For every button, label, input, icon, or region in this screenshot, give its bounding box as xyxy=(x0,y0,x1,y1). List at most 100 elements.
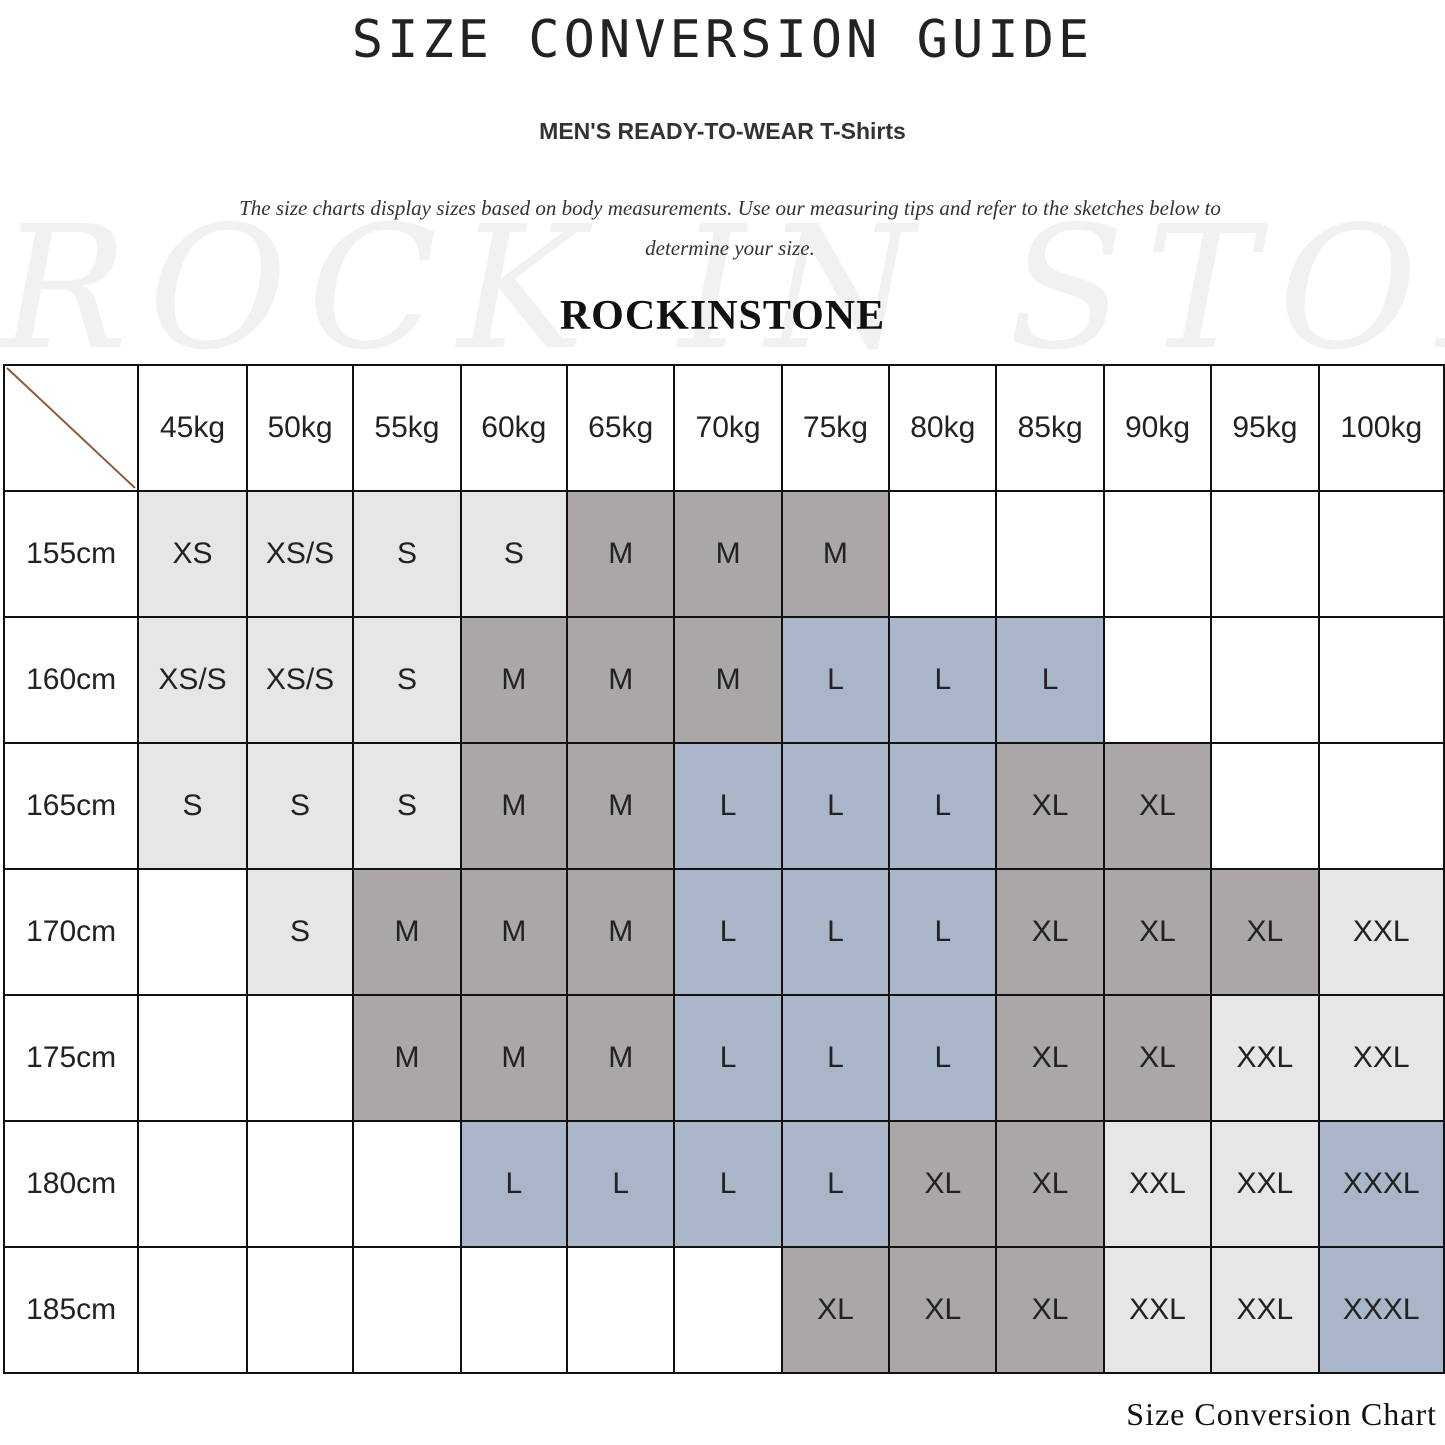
size-cell: L xyxy=(780,1120,891,1248)
size-cell: L xyxy=(995,616,1105,744)
size-cell: L xyxy=(673,1120,783,1248)
size-cell: XL xyxy=(995,868,1105,996)
table-row: 165cm S S S M M L L L XL XL xyxy=(2,742,1445,870)
size-cell xyxy=(1317,490,1445,618)
height-label: 170cm xyxy=(2,868,140,996)
size-cell: XS xyxy=(137,490,248,618)
table-row: 155cm XS XS/S S S M M M xyxy=(2,490,1445,618)
size-cell xyxy=(137,1246,248,1374)
size-cell: M xyxy=(673,616,783,744)
weight-header: 90kg xyxy=(1102,364,1213,492)
size-cell xyxy=(888,490,998,618)
size-cell: L xyxy=(888,994,998,1122)
size-cell: M xyxy=(566,742,676,870)
weight-header: 60kg xyxy=(459,364,569,492)
size-cell: S xyxy=(245,868,355,996)
size-cell: M xyxy=(459,742,569,870)
corner-cell xyxy=(2,364,140,492)
table-row: 160cm XS/S XS/S S M M M L L L xyxy=(2,616,1445,744)
weight-header: 50kg xyxy=(245,364,355,492)
brand-name: ROCKINSTONE xyxy=(559,293,886,339)
size-cell: XXXL xyxy=(1317,1246,1445,1374)
size-cell xyxy=(1102,490,1213,618)
size-cell: XXL xyxy=(1102,1120,1213,1248)
size-cell: XL xyxy=(995,742,1105,870)
size-cell: S xyxy=(459,490,569,618)
weight-header: 55kg xyxy=(352,364,462,492)
table-row: 185cm XL XL XL XXL XXL XXXL xyxy=(2,1246,1445,1374)
size-cell: L xyxy=(888,742,998,870)
size-cell xyxy=(1102,616,1213,744)
size-cell: XXL xyxy=(1102,1246,1213,1374)
size-cell xyxy=(1210,742,1320,870)
size-cell xyxy=(1210,616,1320,744)
height-label: 155cm xyxy=(2,490,140,618)
size-cell: S xyxy=(245,742,355,870)
size-cell: XL xyxy=(888,1120,998,1248)
weight-header: 100kg xyxy=(1317,364,1445,492)
footer-caption: Size Conversion Chart xyxy=(1126,1396,1437,1432)
size-cell: L xyxy=(459,1120,569,1248)
size-cell: XL xyxy=(1210,868,1320,996)
size-cell: M xyxy=(673,490,783,618)
diagonal-line xyxy=(6,367,136,489)
size-cell: M xyxy=(566,994,676,1122)
size-cell: XL xyxy=(780,1246,891,1374)
weight-header: 75kg xyxy=(780,364,891,492)
size-cell: XXL xyxy=(1317,994,1445,1122)
size-cell: L xyxy=(780,742,891,870)
weight-header: 85kg xyxy=(995,364,1105,492)
weight-header: 45kg xyxy=(137,364,248,492)
table-row: 175cm M M M L L L XL XL XXL XXL xyxy=(2,994,1445,1122)
size-cell: XL xyxy=(1102,742,1213,870)
size-cell: M xyxy=(459,616,569,744)
size-cell: L xyxy=(673,868,783,996)
size-cell xyxy=(137,994,248,1122)
size-cell: M xyxy=(566,490,676,618)
size-cell: L xyxy=(888,868,998,996)
size-cell xyxy=(1317,616,1445,744)
size-cell xyxy=(673,1246,783,1374)
size-cell xyxy=(566,1246,676,1374)
size-cell xyxy=(352,1246,462,1374)
weight-header: 80kg xyxy=(888,364,998,492)
height-label: 180cm xyxy=(2,1120,140,1248)
size-cell: M xyxy=(459,994,569,1122)
size-cell: XL xyxy=(1102,994,1213,1122)
size-table: 45kg 50kg 55kg 60kg 65kg 70kg 75kg 80kg 85kg 90kg… xyxy=(2,364,1445,1374)
size-cell: S xyxy=(352,742,462,870)
size-cell: M xyxy=(780,490,891,618)
size-cell: XL xyxy=(995,994,1105,1122)
size-cell xyxy=(459,1246,569,1374)
size-cell: L xyxy=(780,994,891,1122)
height-label: 160cm xyxy=(2,616,140,744)
table-row: 180cm L L L L XL XL XXL XXL XXXL xyxy=(2,1120,1445,1248)
size-cell xyxy=(1317,742,1445,870)
size-cell: XL xyxy=(995,1246,1105,1374)
size-cell: XL xyxy=(1102,868,1213,996)
size-cell: XXL xyxy=(1210,994,1320,1122)
size-cell: XS/S xyxy=(245,490,355,618)
size-cell xyxy=(352,1120,462,1248)
size-cell xyxy=(995,490,1105,618)
size-cell: XXL xyxy=(1317,868,1445,996)
size-cell: L xyxy=(566,1120,676,1248)
weight-header: 65kg xyxy=(566,364,676,492)
size-cell: XL xyxy=(888,1246,998,1374)
size-cell xyxy=(137,1120,248,1248)
size-cell: XXXL xyxy=(1317,1120,1445,1248)
size-cell xyxy=(137,868,248,996)
size-cell: M xyxy=(352,868,462,996)
size-cell: L xyxy=(888,616,998,744)
size-cell xyxy=(1210,490,1320,618)
size-cell: XXL xyxy=(1210,1120,1320,1248)
height-label: 185cm xyxy=(2,1246,140,1374)
table-row: 170cm S M M M L L L XL XL XL XXL xyxy=(2,868,1445,996)
size-cell: L xyxy=(673,742,783,870)
size-cell: M xyxy=(566,868,676,996)
size-cell: L xyxy=(780,868,891,996)
size-cell: S xyxy=(352,616,462,744)
subtitle: MEN'S READY-TO-WEAR T-Shirts xyxy=(539,118,906,144)
size-cell xyxy=(245,1120,355,1248)
size-cell: M xyxy=(352,994,462,1122)
